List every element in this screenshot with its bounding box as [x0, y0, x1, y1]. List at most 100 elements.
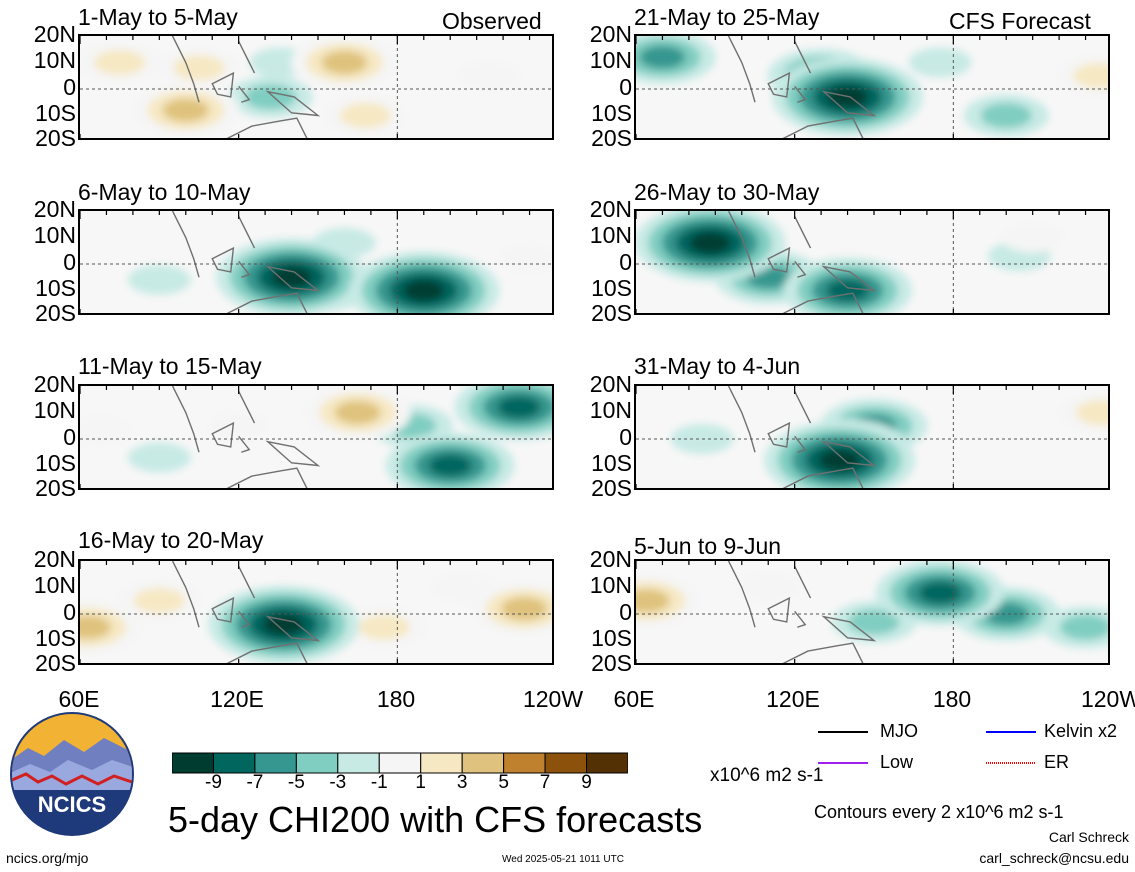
lat-label: 10S [591, 625, 632, 651]
anomaly-blob [270, 266, 313, 288]
lat-label: 0 [619, 424, 632, 450]
colorbar-swatch [337, 752, 380, 774]
lat-label: 20S [591, 300, 632, 326]
coastline [727, 211, 877, 313]
anomaly-blob [689, 232, 731, 254]
map-panel-2 [78, 209, 554, 315]
anomaly-blob [94, 49, 146, 76]
map-panel-4 [78, 559, 554, 665]
panel-title: 1-May to 5-May [78, 4, 238, 30]
author: Carl Schreck [1048, 829, 1129, 845]
anomaly-blob [334, 400, 381, 425]
colorbar-tick-label: -7 [246, 772, 264, 793]
lat-label: 10S [35, 275, 76, 301]
coastline [171, 386, 321, 488]
figure-title: 5-day CHI200 with CFS forecasts [168, 799, 703, 840]
colorbar-swatch [212, 752, 256, 774]
panel-title: 21-May to 25-May [634, 4, 820, 30]
lat-label: 0 [63, 599, 76, 625]
lat-label: 10S [35, 450, 76, 476]
lat-label: 20N [33, 546, 76, 572]
lon-label: 120W [522, 686, 584, 712]
anomaly-blob [244, 84, 296, 110]
lat-label: 0 [619, 249, 632, 275]
colorbar-tick-label: 7 [539, 772, 551, 793]
lon-label: 120E [766, 686, 820, 712]
lat-label: 20S [35, 300, 76, 326]
lat-label: 20S [591, 650, 632, 676]
colorbar-tick-label: -9 [205, 772, 222, 793]
lat-label: 10N [33, 397, 76, 423]
colorbar-swatch [172, 752, 214, 774]
colorbar-tick-label: 3 [456, 772, 468, 793]
coastline [171, 36, 321, 138]
lat-label: 20N [589, 196, 632, 222]
legend-label-low: Low [880, 752, 914, 772]
anomaly-blob [358, 614, 410, 640]
coastline [171, 211, 321, 313]
map-panel-8 [634, 559, 1110, 665]
lon-label: 120E [210, 686, 264, 712]
panel-map [80, 211, 552, 313]
lon-label: 120W [1080, 686, 1135, 712]
lat-label: 20S [591, 125, 632, 151]
map-panel-3 [78, 384, 554, 490]
anomaly-blob [458, 60, 522, 91]
lat-label: 0 [63, 249, 76, 275]
panel-title: 26-May to 30-May [634, 179, 820, 205]
colorbar-swatch [461, 752, 505, 774]
colorbar-tick-label: -3 [329, 772, 347, 793]
lat-label: 20N [33, 371, 76, 397]
lat-label: 20S [35, 650, 76, 676]
colorbar-swatch [254, 752, 297, 774]
lat-label: 0 [619, 74, 632, 100]
colorbar-swatch [420, 752, 463, 774]
colorbar-tick-label: -5 [287, 772, 305, 793]
colorbar-tick-label: 1 [415, 772, 427, 793]
timestamp: Wed 2025-05-21 1011 UTC [502, 854, 624, 865]
lat-label: 0 [619, 599, 632, 625]
anomaly-blob [263, 613, 305, 636]
lat-label: 0 [63, 424, 76, 450]
anomaly-blob [918, 581, 962, 604]
anomaly-blob [501, 597, 548, 621]
colorbar [172, 752, 628, 774]
legend-label-mjo: MJO [880, 721, 918, 741]
lat-label: 10S [591, 450, 632, 476]
logo-text: NCICS [38, 792, 106, 817]
anomaly-blob [980, 102, 1032, 129]
colorbar-tick-label: -1 [370, 772, 388, 793]
lat-label: 10N [33, 222, 76, 248]
anomaly-blob [321, 50, 368, 75]
ncics-logo: NCICS [10, 712, 134, 836]
panel-title: 11-May to 15-May [78, 353, 262, 379]
map-panel-7 [634, 384, 1110, 490]
lat-label: 10S [591, 100, 632, 126]
lon-label: 180 [932, 686, 972, 712]
panel-map [636, 386, 1108, 488]
lat-label: 10N [589, 47, 632, 73]
lat-label: 10S [35, 100, 76, 126]
anomaly-blob [636, 589, 670, 613]
anomaly-blob [908, 47, 972, 78]
anomaly-blob [80, 615, 111, 639]
lat-label: 20N [589, 21, 632, 47]
anomaly-blob [340, 102, 392, 129]
lat-label: 10N [589, 222, 632, 248]
map-panel-5 [634, 34, 1110, 140]
anomaly-blob [497, 396, 541, 419]
lat-label: 20N [589, 546, 632, 572]
anomaly-blob [162, 98, 209, 122]
site-url: ncics.org/mjo [6, 850, 89, 866]
observed-label: Observed [442, 8, 542, 34]
lat-label: 20S [591, 475, 632, 501]
coastline [171, 561, 321, 663]
anomaly-blob [127, 442, 191, 473]
lat-label: 20N [589, 371, 632, 397]
colorbar-swatch [586, 752, 628, 774]
colorbar-swatch [378, 752, 422, 774]
anomaly-blob [127, 264, 191, 295]
lat-label: 20S [35, 125, 76, 151]
email: carl_schreck@ncsu.edu [979, 850, 1129, 866]
map-panel-6 [634, 209, 1110, 315]
